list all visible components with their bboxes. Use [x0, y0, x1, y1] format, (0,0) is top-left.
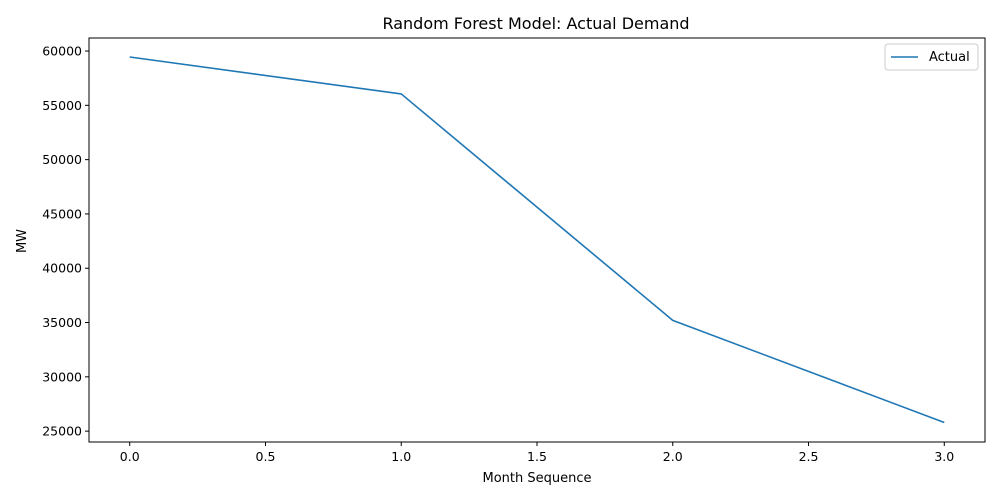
x-tick-label: 1.0 — [391, 449, 411, 464]
x-tick-label: 0.0 — [120, 449, 140, 464]
x-tick-label: 2.5 — [799, 449, 819, 464]
y-tick-label: 35000 — [42, 315, 82, 330]
y-tick-label: 60000 — [42, 44, 82, 59]
y-tick-label: 30000 — [42, 369, 82, 384]
x-tick-label: 3.0 — [934, 449, 954, 464]
y-axis-label: MW — [15, 229, 30, 253]
y-tick-label: 45000 — [42, 206, 82, 221]
y-tick-label: 25000 — [42, 424, 82, 439]
x-axis-label: Month Sequence — [482, 471, 591, 486]
legend: Actual — [884, 43, 979, 71]
x-tick-label: 0.5 — [256, 449, 276, 464]
y-tick-label: 50000 — [42, 152, 82, 167]
x-tick-label: 2.0 — [663, 449, 683, 464]
y-tick-label: 40000 — [42, 261, 82, 276]
x-tick-label: 1.5 — [527, 449, 547, 464]
series-line-actual — [129, 56, 945, 424]
y-axis-ticks: 25000 30000 35000 40000 45000 50000 55000 60000 — [42, 44, 89, 439]
y-tick-label: 55000 — [42, 98, 82, 113]
chart-title: Random Forest Model: Actual Demand — [382, 14, 689, 33]
plot-frame — [88, 37, 986, 443]
series-layer — [129, 56, 945, 424]
legend-label-actual: Actual — [929, 50, 970, 65]
x-axis-ticks: 0.0 0.5 1.0 1.5 2.0 2.5 3.0 — [120, 442, 954, 464]
legend-box — [884, 43, 979, 71]
